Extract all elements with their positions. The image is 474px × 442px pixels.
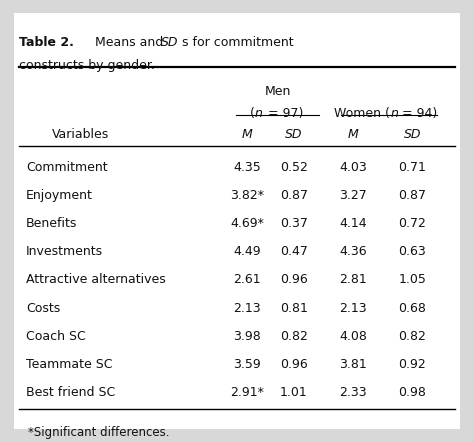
Text: Table 2.: Table 2. [19,36,74,49]
Text: 2.91*: 2.91* [230,386,264,399]
Text: 4.69*: 4.69* [230,217,264,230]
Text: 0.98: 0.98 [399,386,426,399]
Text: 3.82*: 3.82* [230,189,264,202]
Text: 4.49: 4.49 [234,245,261,258]
Text: 3.81: 3.81 [339,358,367,371]
Text: Investments: Investments [26,245,103,258]
Text: 4.14: 4.14 [339,217,367,230]
Text: 2.81: 2.81 [339,274,367,286]
Text: n: n [390,107,398,119]
Text: 3.27: 3.27 [339,189,367,202]
Text: 0.52: 0.52 [280,161,308,174]
Text: SD: SD [404,128,421,141]
Text: 0.72: 0.72 [399,217,426,230]
Text: 0.92: 0.92 [399,358,426,371]
Text: 3.59: 3.59 [234,358,261,371]
Text: constructs by gender.: constructs by gender. [19,59,155,72]
Text: SD: SD [285,128,302,141]
Text: M: M [242,128,253,141]
Text: 0.68: 0.68 [399,301,426,315]
Text: Costs: Costs [26,301,60,315]
Text: SD: SD [161,36,179,49]
Text: 2.13: 2.13 [339,301,367,315]
Text: Attractive alternatives: Attractive alternatives [26,274,166,286]
Text: 0.47: 0.47 [280,245,308,258]
Text: 0.87: 0.87 [280,189,308,202]
Text: = 97): = 97) [264,107,303,119]
Text: 2.13: 2.13 [234,301,261,315]
Text: 3.98: 3.98 [234,330,261,343]
Text: 4.36: 4.36 [339,245,367,258]
Text: Means and: Means and [91,36,167,49]
Text: 0.82: 0.82 [399,330,426,343]
Text: 1.01: 1.01 [280,386,308,399]
FancyBboxPatch shape [14,13,460,429]
Text: 0.96: 0.96 [280,358,308,371]
Text: 0.63: 0.63 [399,245,426,258]
Text: Benefits: Benefits [26,217,77,230]
Text: Coach SC: Coach SC [26,330,86,343]
Text: Men: Men [264,84,291,98]
Text: *Significant differences.: *Significant differences. [28,426,170,439]
Text: 0.82: 0.82 [280,330,308,343]
Text: 2.33: 2.33 [339,386,367,399]
Text: 0.37: 0.37 [280,217,308,230]
Text: 2.61: 2.61 [234,274,261,286]
Text: 4.08: 4.08 [339,330,367,343]
Text: (: ( [250,107,255,119]
Text: Teammate SC: Teammate SC [26,358,112,371]
Text: n: n [255,107,263,119]
Text: 4.03: 4.03 [339,161,367,174]
Text: 0.81: 0.81 [280,301,308,315]
Text: Variables: Variables [52,128,109,141]
Text: 0.96: 0.96 [280,274,308,286]
Text: Commitment: Commitment [26,161,108,174]
Text: 1.05: 1.05 [399,274,426,286]
Text: 0.87: 0.87 [398,189,427,202]
Text: 0.71: 0.71 [399,161,426,174]
Text: = 94): = 94) [398,107,437,119]
Text: Enjoyment: Enjoyment [26,189,93,202]
Text: Women (: Women ( [334,107,390,119]
Text: 4.35: 4.35 [234,161,261,174]
Text: M: M [348,128,358,141]
Text: s for commitment: s for commitment [182,36,293,49]
Text: Best friend SC: Best friend SC [26,386,115,399]
